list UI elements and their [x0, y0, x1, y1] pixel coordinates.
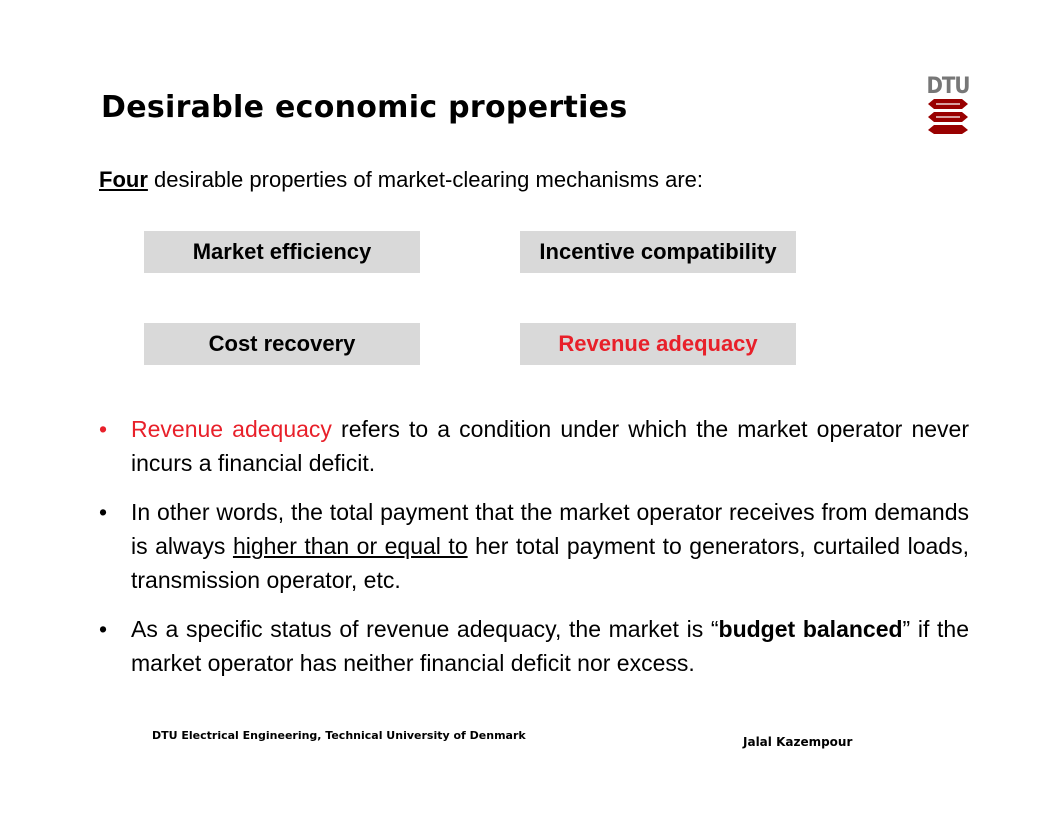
bullet-bold: budget balanced — [718, 616, 903, 642]
dtu-logo: DTU — [926, 74, 971, 134]
bullet-underline: higher than or equal to — [232, 533, 468, 559]
bullet-list: Revenue adequacy refers to a condition u… — [99, 412, 969, 695]
bullet-text: ” if the market operator has neither fin… — [131, 616, 969, 676]
dtu-logo-icon — [928, 99, 968, 134]
property-box-market-efficiency: Market efficiency — [144, 231, 420, 273]
footer-author: Jalal Kazempour — [743, 735, 853, 749]
bullet-budget-balanced: As a specific status of revenue adequacy… — [99, 612, 969, 680]
property-box-revenue-adequacy: Revenue adequacy — [520, 323, 796, 365]
bullet-text: As a specific status of revenue adequacy… — [131, 616, 719, 642]
bullet-highlight: Revenue adequacy — [131, 416, 332, 442]
slide-title: Desirable economic properties — [101, 90, 628, 125]
intro-emphasis: Four — [99, 167, 148, 192]
intro-rest: desirable properties of market-clearing … — [147, 167, 704, 192]
footer-institution: DTU Electrical Engineering, Technical Un… — [152, 729, 526, 742]
bullet-revenue-adequacy: Revenue adequacy refers to a condition u… — [99, 412, 969, 480]
property-box-incentive-compatibility: Incentive compatibility — [520, 231, 796, 273]
bullet-in-other-words: In other words, the total payment that t… — [99, 495, 969, 597]
bullet-text: refers to a condition under which the ma… — [131, 416, 969, 476]
intro-text: Four desirable properties of market-clea… — [99, 167, 703, 193]
bullet-text: her total payment to generators, curtail… — [131, 533, 969, 593]
property-box-cost-recovery: Cost recovery — [144, 323, 420, 365]
dtu-logo-text: DTU — [926, 74, 970, 99]
bullet-text: In other words, the total payment that t… — [131, 499, 969, 559]
